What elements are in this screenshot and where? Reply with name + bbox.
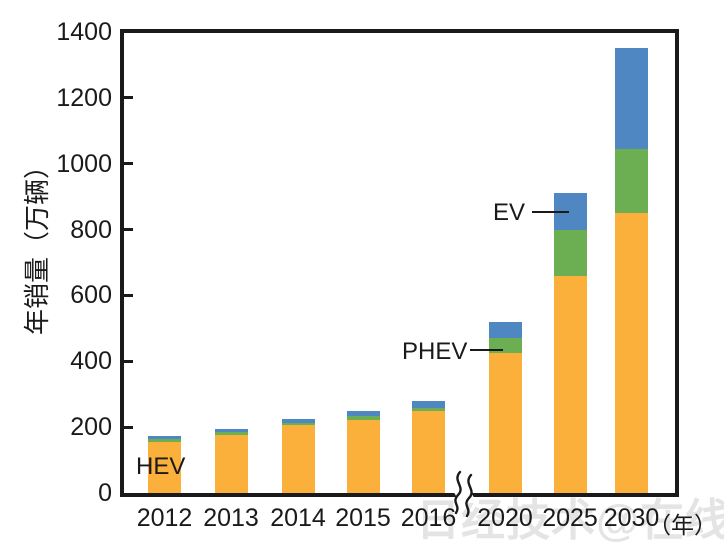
bar-segment-ev-2014: [281, 419, 315, 423]
y-tick-label-1000: 1000: [56, 149, 112, 178]
y-tick-mark: [124, 359, 133, 363]
y-tick-mark: [124, 293, 133, 297]
phev-pointer-line: [470, 349, 503, 351]
bar-segment-ev-2015: [346, 411, 380, 417]
x-tick-label-2013: 2013: [203, 504, 259, 532]
x-tick-label-2025: 2025: [542, 504, 598, 532]
plot-frame: [120, 29, 679, 497]
bar-segment-hev-2025: [553, 275, 587, 493]
y-tick-label-1200: 1200: [56, 83, 112, 112]
bar-segment-phev-2025: [553, 229, 587, 276]
y-tick-mark: [124, 162, 133, 166]
bar-segment-phev-2030: [615, 148, 648, 214]
annotation-hev-label: HEV: [136, 453, 186, 480]
x-tick-label-2015: 2015: [335, 504, 391, 532]
bar-segment-phev-2013: [214, 432, 248, 436]
bar-segment-phev-2015: [346, 416, 380, 420]
bar-segment-hev-2013: [214, 435, 248, 493]
x-tick-label-2012: 2012: [136, 504, 193, 532]
bar-segment-ev-2012: [148, 436, 181, 440]
bar-segment-phev-2016: [412, 407, 445, 411]
x-axis-unit-label: （年）: [648, 512, 717, 538]
y-tick-mark: [124, 228, 133, 232]
y-tick-label-1400: 1400: [56, 18, 112, 46]
y-tick-label-800: 800: [70, 215, 112, 244]
bar-segment-ev-2020: [488, 321, 522, 339]
x-tick-label-2030: 2030: [603, 504, 660, 532]
bar-segment-ev-2030: [615, 48, 648, 149]
bar-segment-hev-2012: [148, 441, 181, 493]
bar-segment-hev-2016: [412, 410, 445, 493]
annotation-phev-label: PHEV: [402, 338, 468, 365]
bar-segment-phev-2014: [281, 422, 315, 426]
bar-segment-ev-2013: [214, 429, 248, 433]
bar-segment-hev-2015: [346, 419, 380, 493]
y-tick-mark: [124, 425, 133, 429]
ev-pointer-line: [532, 211, 569, 213]
x-tick-label-2020: 2020: [477, 504, 533, 532]
y-tick-mark: [124, 96, 133, 100]
annotation-ev-label: EV: [493, 199, 526, 226]
y-tick-label-400: 400: [70, 347, 112, 376]
bar-segment-ev-2016: [412, 401, 445, 408]
y-tick-label-200: 200: [70, 413, 112, 442]
y-tick-label-600: 600: [70, 281, 112, 310]
y-tick-label-0: 0: [98, 479, 112, 507]
bar-segment-hev-2030: [615, 213, 648, 493]
x-tick-label-2016: 2016: [400, 504, 457, 532]
bar-segment-hev-2020: [488, 353, 522, 493]
bar-segment-phev-2012: [148, 439, 181, 442]
bar-segment-hev-2014: [281, 425, 315, 493]
x-tick-label-2014: 2014: [270, 504, 326, 532]
